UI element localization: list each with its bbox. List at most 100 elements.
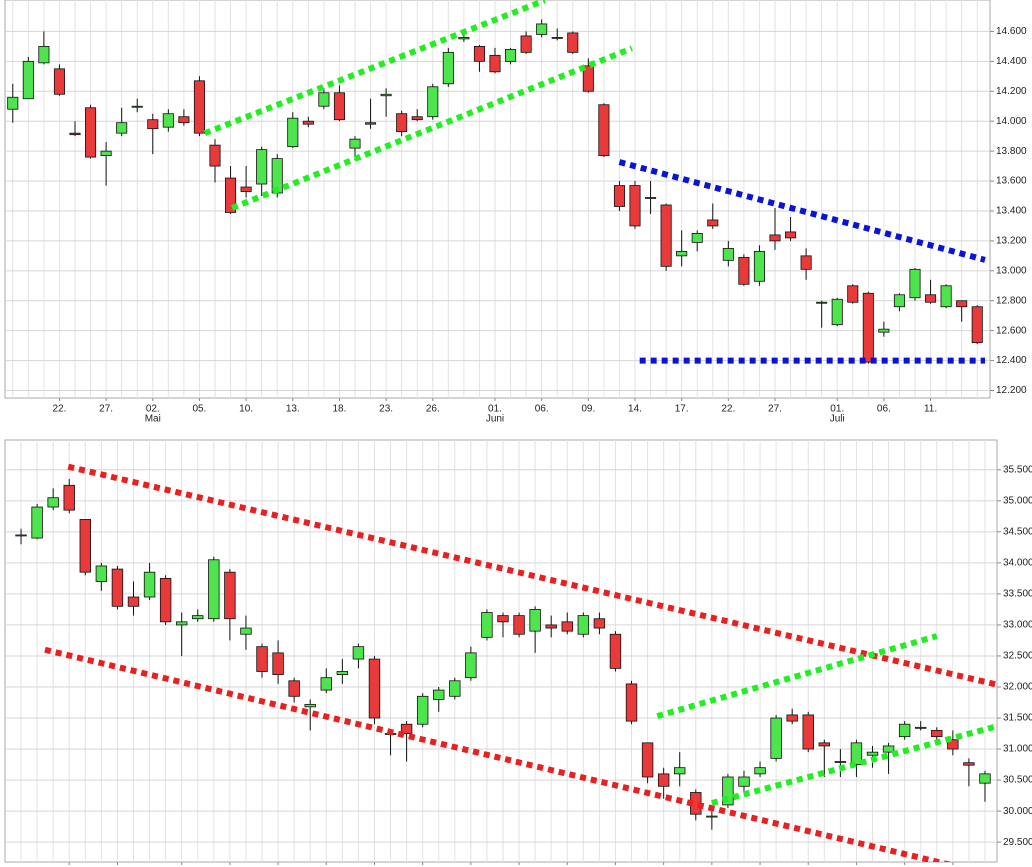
candle-body [111, 568, 124, 607]
candle-body [529, 609, 541, 632]
candle-body [449, 680, 461, 697]
candle-body [47, 497, 59, 508]
y-tick-label: 33.000 [1003, 620, 1032, 631]
candle-body [489, 54, 501, 73]
candle-body [127, 596, 140, 607]
x-tick-label: 27. [99, 404, 113, 415]
trendlines [44, 463, 997, 862]
y-tick-label: 30.000 [1003, 806, 1032, 817]
y-tick-label: 32.000 [1003, 682, 1032, 693]
candle-body [147, 119, 159, 130]
candle-body [7, 96, 19, 110]
y-tick-label: 31.000 [1003, 744, 1032, 755]
y-tick-label: 14.400 [996, 56, 1027, 67]
candle-body [63, 484, 75, 511]
trendline [618, 159, 986, 263]
candle-body [368, 658, 381, 719]
candle-body [442, 51, 454, 85]
y-tick-label: 29.500 [1003, 837, 1032, 848]
x-tick-label: 14. [628, 404, 642, 415]
candle-body [256, 149, 268, 185]
candle-body [925, 294, 937, 303]
candle-body [38, 45, 50, 64]
candle-body [909, 268, 921, 299]
x-tick-label: 09. [581, 404, 595, 415]
candle-body [536, 23, 548, 35]
candle-body [15, 534, 27, 537]
candle-body [882, 745, 895, 753]
candle-body [561, 621, 573, 632]
candle-body [473, 45, 485, 62]
candle-body [577, 615, 590, 635]
candle-body [85, 107, 97, 158]
y-tick-label: 33.500 [1003, 589, 1032, 600]
candle-body [380, 93, 392, 97]
candle-body [240, 627, 252, 635]
candle-body [287, 117, 299, 148]
candle-body [352, 646, 365, 660]
candle-body [497, 615, 509, 623]
candle-body [850, 742, 863, 765]
candle-body [971, 306, 983, 344]
y-tick-label: 13.800 [996, 146, 1027, 157]
chart-panel: 12.200 12.400 12.600 12.800 13.000 13.200 13.4… [4, 0, 1027, 425]
candle-body [22, 60, 34, 100]
candle-body [963, 762, 975, 766]
candle-body [178, 116, 190, 124]
candle-body [593, 618, 606, 629]
candle-body [193, 80, 205, 134]
candle-body [940, 285, 952, 308]
candle-body [513, 615, 525, 635]
plot-area [4, 439, 998, 863]
y-tick-label: 14.000 [996, 116, 1027, 127]
month-label: Juni [486, 414, 504, 425]
candle-body [256, 646, 268, 672]
candle-body [159, 577, 172, 623]
candle-body [458, 37, 470, 40]
candle-body [520, 35, 532, 53]
candle-body [676, 250, 688, 257]
candle-body [318, 92, 330, 107]
x-tick-label: 22. [52, 404, 66, 415]
candle-body [400, 723, 413, 734]
trendline [711, 723, 997, 806]
candle-body [411, 116, 423, 121]
candle-body [898, 723, 911, 738]
y-tick-label: 35.000 [1003, 495, 1032, 506]
candle-body [162, 113, 174, 128]
candle-body [674, 767, 686, 775]
trendline [230, 45, 634, 211]
candle-body [707, 219, 719, 227]
candle-body [625, 683, 638, 722]
y-tick-label: 13.400 [996, 206, 1027, 217]
candle-body [505, 48, 517, 62]
candle-body [802, 714, 814, 750]
candle-body [272, 652, 284, 675]
y-tick-label: 31.500 [1003, 713, 1032, 724]
x-tick-label: 01. [488, 404, 502, 415]
candle-body [333, 92, 345, 121]
candle-body [738, 256, 750, 285]
candle-body [818, 742, 831, 747]
y-tick-label: 13.200 [996, 236, 1027, 247]
x-tick-label: 06. [877, 404, 891, 415]
candle-body [738, 776, 750, 787]
x-tick-label: 02. [146, 404, 160, 415]
candle-body [641, 742, 654, 778]
x-tick-label: 18. [332, 404, 346, 415]
candle-body [192, 615, 204, 620]
candle-body [754, 767, 766, 775]
candle-body [645, 197, 657, 199]
trendline [656, 633, 938, 720]
candle-body [956, 300, 968, 308]
y-tick-label: 13.000 [996, 265, 1027, 276]
candle-body [609, 633, 622, 669]
candle-body [304, 703, 316, 708]
candle-body [834, 761, 847, 763]
y-tick-label: 30.500 [1003, 775, 1032, 786]
x-tick-label: 06. [535, 404, 549, 415]
x-tick-label: 27. [768, 404, 782, 415]
candle-body [143, 571, 156, 598]
x-tick-label: 13. [286, 404, 300, 415]
